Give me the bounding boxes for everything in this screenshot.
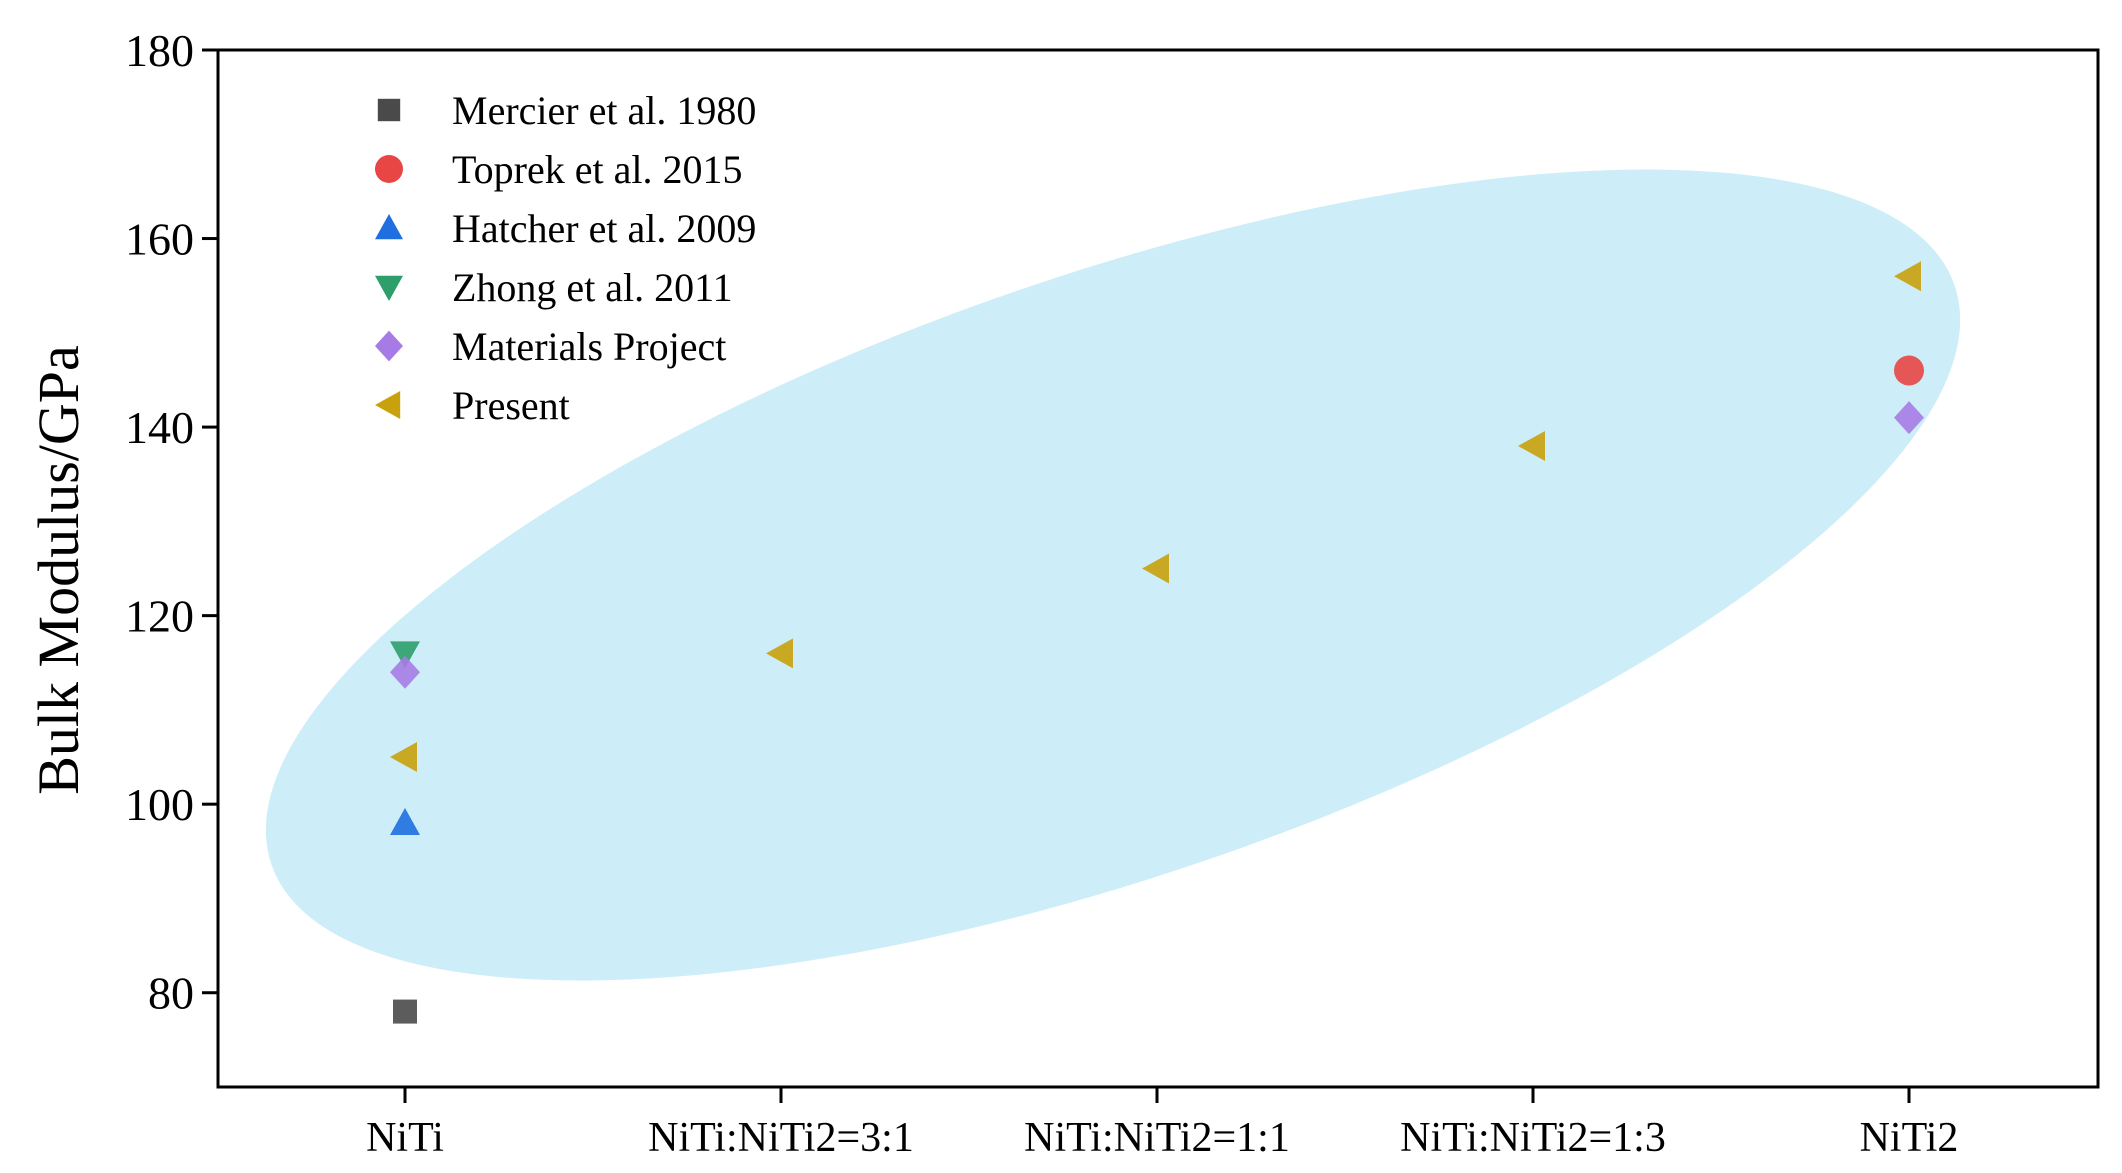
data-point-materials-project: [390, 655, 420, 689]
legend: Mercier et al. 1980 Toprek et al. 2015 Hat…: [375, 88, 756, 428]
legend-label-hatcher-et-al-2009: Hatcher et al. 2009: [452, 206, 756, 251]
highlight-ellipse: [265, 169, 1961, 981]
legend-marker-mercier-et-al-1980: [377, 98, 401, 122]
x-tick-label: NiTi: [366, 1115, 444, 1161]
y-tick-label: 100: [125, 779, 194, 830]
y-tick-label: 120: [125, 591, 194, 642]
legend-label-present: Present: [452, 383, 570, 428]
y-tick-label: 80: [148, 968, 194, 1019]
legend-label-zhong-et-al-2011: Zhong et al. 2011: [452, 265, 733, 310]
data-point-toprek-et-al-2015: [1894, 355, 1924, 386]
data-point-zhong-et-al-2011: [390, 641, 420, 669]
data-points-layer: [390, 261, 1924, 1024]
legend-marker-hatcher-et-al-2009: [375, 214, 403, 240]
legend-marker-materials-project: [375, 330, 403, 362]
y-axis-label: Bulk Modulus/GPa: [26, 345, 91, 795]
legend-marker-present: [375, 391, 401, 419]
y-tick-label: 140: [125, 402, 194, 453]
axes-layer: 80 100 120 140 160 180 NiTi NiTi:NiTi2=3:1 NiTi:…: [125, 25, 2100, 1161]
legend-label-toprek-et-al-2015: Toprek et al. 2015: [452, 147, 742, 192]
x-tick-label: NiTi2: [1860, 1115, 1959, 1161]
data-point-materials-project: [1894, 401, 1924, 435]
legend-label-mercier-et-al-1980: Mercier et al. 1980: [452, 88, 756, 133]
data-point-present: [766, 638, 793, 669]
x-tick-label: NiTi:NiTi2=3:1: [648, 1115, 914, 1161]
data-point-present: [1518, 430, 1545, 461]
legend-label-materials-project: Materials Project: [452, 324, 726, 369]
highlight-ellipse-layer: [265, 169, 1961, 981]
data-point-present: [390, 742, 417, 773]
data-point-hatcher-et-al-2009: [390, 808, 420, 836]
y-tick-label: 180: [125, 25, 194, 76]
x-tick-label: NiTi:NiTi2=1:3: [1400, 1115, 1666, 1161]
legend-marker-toprek-et-al-2015: [375, 155, 403, 183]
data-point-present: [1142, 553, 1169, 584]
y-tick-label: 160: [125, 214, 194, 265]
legend-marker-zhong-et-al-2011: [375, 275, 403, 301]
data-point-present: [1894, 261, 1921, 292]
x-tick-label: NiTi:NiTi2=1:1: [1024, 1115, 1290, 1161]
data-point-mercier-et-al-1980: [393, 999, 417, 1024]
